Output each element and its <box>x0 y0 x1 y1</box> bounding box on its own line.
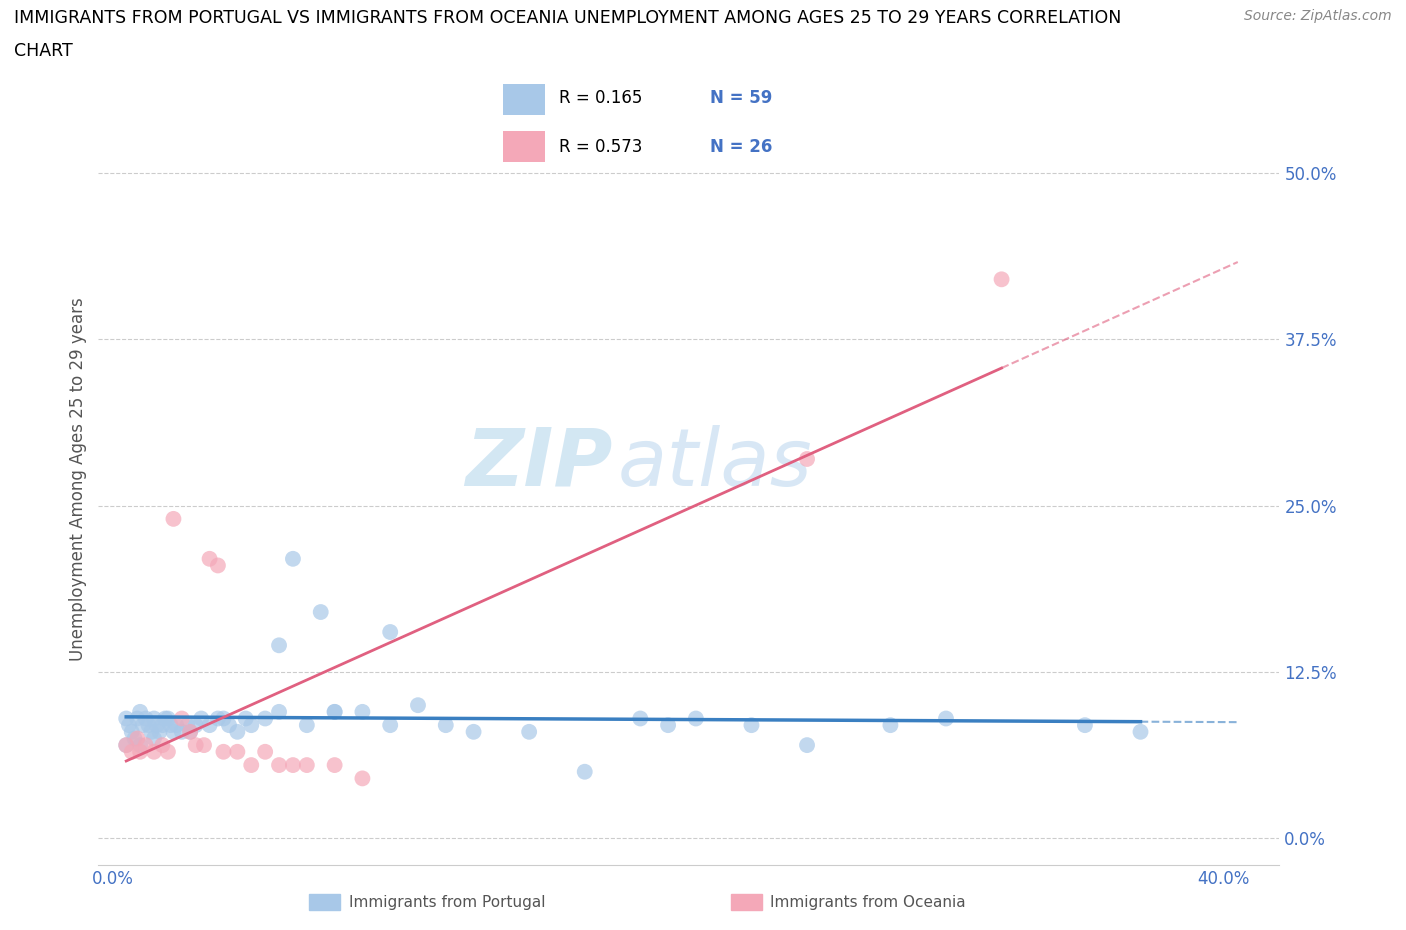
Point <box>148 724 170 739</box>
Point <box>184 718 207 733</box>
Point <box>159 718 181 733</box>
Point <box>170 711 193 726</box>
Point <box>150 737 173 752</box>
Point <box>207 711 229 726</box>
Text: IMMIGRANTS FROM PORTUGAL VS IMMIGRANTS FROM OCEANIA UNEMPLOYMENT AMONG AGES 25 T: IMMIGRANTS FROM PORTUGAL VS IMMIGRANTS F… <box>14 9 1122 27</box>
Point <box>138 718 160 733</box>
Point <box>218 718 240 733</box>
Point <box>198 551 221 566</box>
Point <box>267 638 290 653</box>
Point <box>135 737 157 752</box>
Point <box>295 758 318 773</box>
Point <box>212 744 235 759</box>
Point <box>1129 724 1152 739</box>
Point <box>165 718 187 733</box>
Point <box>740 718 762 733</box>
FancyBboxPatch shape <box>503 85 544 115</box>
Point <box>628 711 651 726</box>
Text: N = 59: N = 59 <box>710 89 772 107</box>
Point <box>141 724 163 739</box>
Point <box>281 758 304 773</box>
Point <box>240 718 263 733</box>
Point <box>124 731 146 746</box>
Point <box>115 737 138 752</box>
Point <box>352 704 374 719</box>
Point <box>135 711 157 726</box>
Point <box>380 718 402 733</box>
Point <box>323 704 346 719</box>
Point <box>156 744 179 759</box>
Point <box>226 724 249 739</box>
Point <box>121 724 143 739</box>
Point <box>254 711 277 726</box>
Text: Immigrants from Portugal: Immigrants from Portugal <box>349 895 546 910</box>
Point <box>179 724 201 739</box>
Point <box>146 718 169 733</box>
Point <box>115 711 138 726</box>
Point <box>162 724 184 739</box>
Point <box>129 744 152 759</box>
Point <box>127 731 149 746</box>
Text: atlas: atlas <box>619 424 813 502</box>
Point <box>184 737 207 752</box>
Point <box>118 718 141 733</box>
Point <box>267 704 290 719</box>
Point <box>129 704 152 719</box>
Point <box>254 744 277 759</box>
Point <box>143 744 166 759</box>
Point <box>463 724 485 739</box>
Point <box>309 604 332 619</box>
Point <box>990 272 1012 286</box>
Point <box>323 758 346 773</box>
Text: CHART: CHART <box>14 42 73 60</box>
Point <box>281 551 304 566</box>
Point <box>212 711 235 726</box>
Point <box>226 744 249 759</box>
Point <box>796 452 818 467</box>
Text: Source: ZipAtlas.com: Source: ZipAtlas.com <box>1244 9 1392 23</box>
Y-axis label: Unemployment Among Ages 25 to 29 years: Unemployment Among Ages 25 to 29 years <box>69 297 87 661</box>
Point <box>434 718 457 733</box>
Point <box>143 731 166 746</box>
Point <box>517 724 540 739</box>
Point <box>127 711 149 726</box>
Point <box>170 724 193 739</box>
Point <box>153 711 176 726</box>
Point <box>574 764 596 779</box>
Point <box>323 704 346 719</box>
Point <box>879 718 901 733</box>
Point <box>657 718 679 733</box>
Point <box>143 711 166 726</box>
Point <box>132 718 155 733</box>
Point <box>150 718 173 733</box>
Text: ZIP: ZIP <box>465 424 612 502</box>
FancyBboxPatch shape <box>503 131 544 163</box>
Text: Immigrants from Oceania: Immigrants from Oceania <box>770 895 966 910</box>
Point <box>179 724 201 739</box>
Point <box>685 711 707 726</box>
Point <box>267 758 290 773</box>
Point <box>176 718 198 733</box>
Point <box>193 737 215 752</box>
Point <box>796 737 818 752</box>
Point <box>207 558 229 573</box>
Point <box>190 711 212 726</box>
Point <box>406 698 429 712</box>
Point <box>129 737 152 752</box>
Point <box>235 711 257 726</box>
Point <box>162 512 184 526</box>
Point <box>380 625 402 640</box>
Point <box>1074 718 1097 733</box>
Point <box>240 758 263 773</box>
Text: N = 26: N = 26 <box>710 138 772 155</box>
Point <box>352 771 374 786</box>
Point <box>156 711 179 726</box>
Text: R = 0.573: R = 0.573 <box>560 138 643 155</box>
Text: R = 0.165: R = 0.165 <box>560 89 643 107</box>
Point <box>121 744 143 759</box>
Point <box>295 718 318 733</box>
Point <box>935 711 957 726</box>
Point <box>115 737 138 752</box>
Point <box>198 718 221 733</box>
